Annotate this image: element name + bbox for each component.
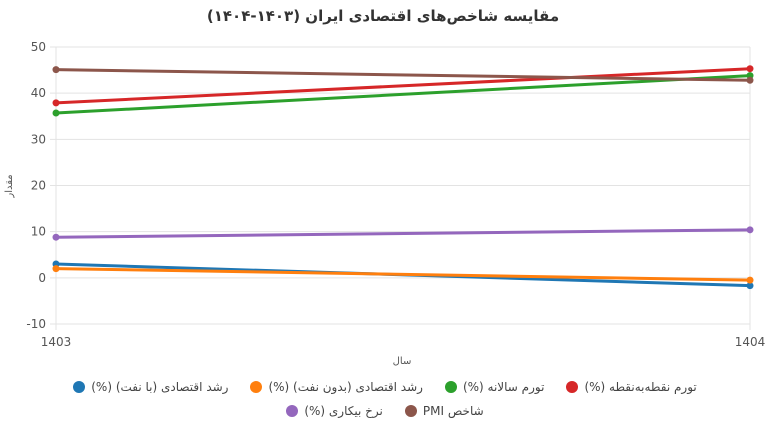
y-tick-label: -10	[26, 317, 46, 331]
series-line-6	[55, 68, 751, 82]
x-tick-label: 1404	[735, 335, 766, 349]
data-point-2-1	[52, 265, 60, 273]
data-point-2-2	[746, 276, 754, 284]
data-point-3-1	[52, 109, 60, 117]
legend-item-5[interactable]: نرخ بیکاری (%)	[286, 404, 383, 418]
y-axis-label: مقدار	[4, 174, 15, 198]
legend-label: تورم سالانه (%)	[462, 380, 545, 394]
y-tick-label: 0	[38, 271, 46, 285]
data-point-4-1	[52, 99, 60, 107]
legend-label: شاخص PMI	[422, 404, 484, 418]
grid-lines	[50, 46, 751, 330]
data-point-5-1	[52, 233, 60, 241]
y-tick-label: 50	[31, 40, 46, 54]
legend-label: تورم نقطه‌به‌نقطه (%)	[584, 380, 697, 394]
x-axis-label: سال	[393, 356, 412, 367]
series-line-3	[55, 74, 751, 115]
legend-item-6[interactable]: شاخص PMI	[404, 404, 484, 418]
y-tick-label: 20	[31, 179, 46, 193]
data-point-6-1	[52, 66, 60, 74]
series-line-5	[55, 228, 751, 239]
series-line-2	[55, 267, 751, 282]
y-tick-label: 40	[31, 86, 46, 100]
legend-label: رشد اقتصادی (با نفت) (%)	[91, 380, 229, 394]
legend-swatch	[444, 381, 457, 393]
legend-swatch	[286, 405, 299, 417]
x-axis-ticks: 1403 1404	[41, 335, 766, 349]
legend-swatch	[404, 405, 417, 417]
legend-item-1[interactable]: رشد اقتصادی (با نفت) (%)	[73, 380, 228, 394]
data-point-4-2	[746, 65, 754, 73]
y-tick-label: 30	[31, 132, 46, 146]
x-tick-label: 1403	[41, 335, 72, 349]
legend: رشد اقتصادی (با نفت) (%) رشد اقتصادی (بدو…	[20, 380, 750, 418]
legend-item-2[interactable]: رشد اقتصادی (بدون نفت) (%)	[250, 380, 423, 394]
series-line-4	[55, 67, 751, 105]
legend-label: رشد اقتصادی (بدون نفت) (%)	[268, 380, 423, 394]
series-group	[52, 65, 754, 290]
legend-swatch	[566, 381, 579, 393]
data-point-6-2	[746, 76, 754, 84]
data-point-1-2	[746, 282, 754, 290]
chart-title: مقایسه شاخص‌های اقتصادی ایران (۱۴۰۳-۱۴۰۴…	[207, 7, 559, 25]
legend-item-4[interactable]: تورم نقطه‌به‌نقطه (%)	[566, 380, 697, 394]
y-tick-label: 10	[31, 225, 46, 239]
data-point-5-2	[746, 226, 754, 234]
legend-item-3[interactable]: تورم سالانه (%)	[444, 380, 545, 394]
legend-swatch	[250, 381, 263, 393]
y-axis-ticks: -10 0 10 20 30 40 50	[26, 40, 46, 331]
legend-swatch	[73, 381, 86, 393]
legend-label: نرخ بیکاری (%)	[304, 404, 383, 418]
